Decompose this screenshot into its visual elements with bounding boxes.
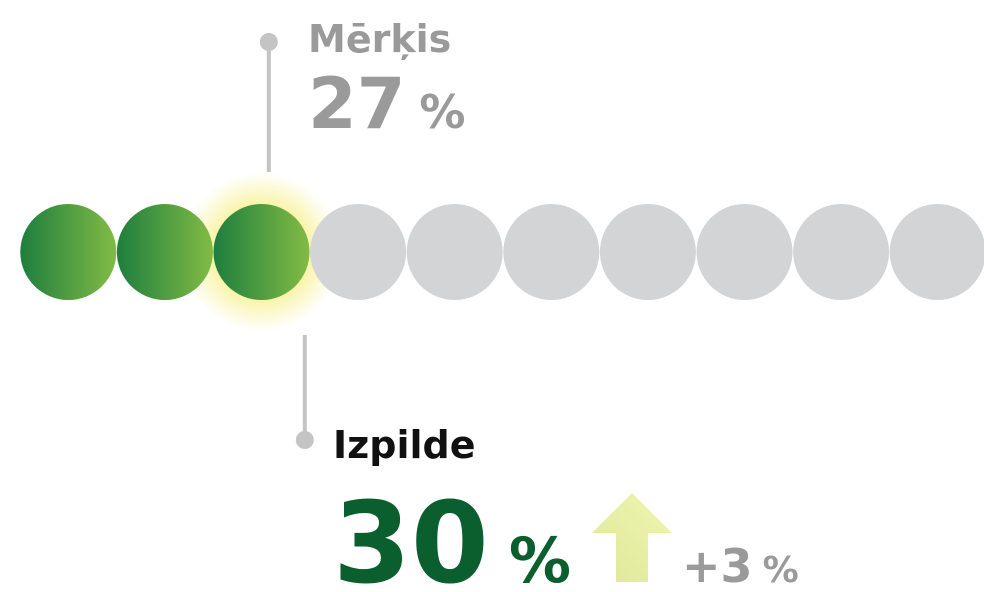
dot — [406, 204, 503, 300]
dots — [20, 204, 984, 300]
dot — [889, 204, 984, 300]
dot — [599, 204, 696, 300]
dot — [310, 204, 407, 300]
change-value: +3% — [682, 539, 799, 592]
dot — [696, 204, 793, 300]
dot — [116, 204, 213, 300]
actual-value: 30% — [333, 479, 571, 592]
target-label: Mērķis — [308, 17, 451, 61]
actual-label: Izpilde — [333, 423, 475, 467]
actual-dot — [295, 431, 314, 449]
dot — [503, 204, 600, 300]
target-dot — [259, 33, 278, 51]
dot — [213, 204, 310, 300]
up-arrow — [592, 493, 672, 582]
target-value: 27% — [308, 63, 466, 145]
dot — [793, 204, 890, 300]
dot — [20, 204, 117, 300]
